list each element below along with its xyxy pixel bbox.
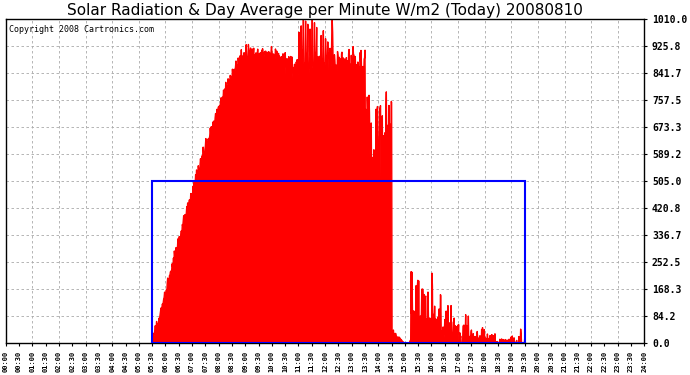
Title: Solar Radiation & Day Average per Minute W/m2 (Today) 20080810: Solar Radiation & Day Average per Minute… [67, 3, 583, 18]
Bar [152, 181, 524, 344]
Text: Copyright 2008 Cartronics.com: Copyright 2008 Cartronics.com [9, 26, 154, 34]
